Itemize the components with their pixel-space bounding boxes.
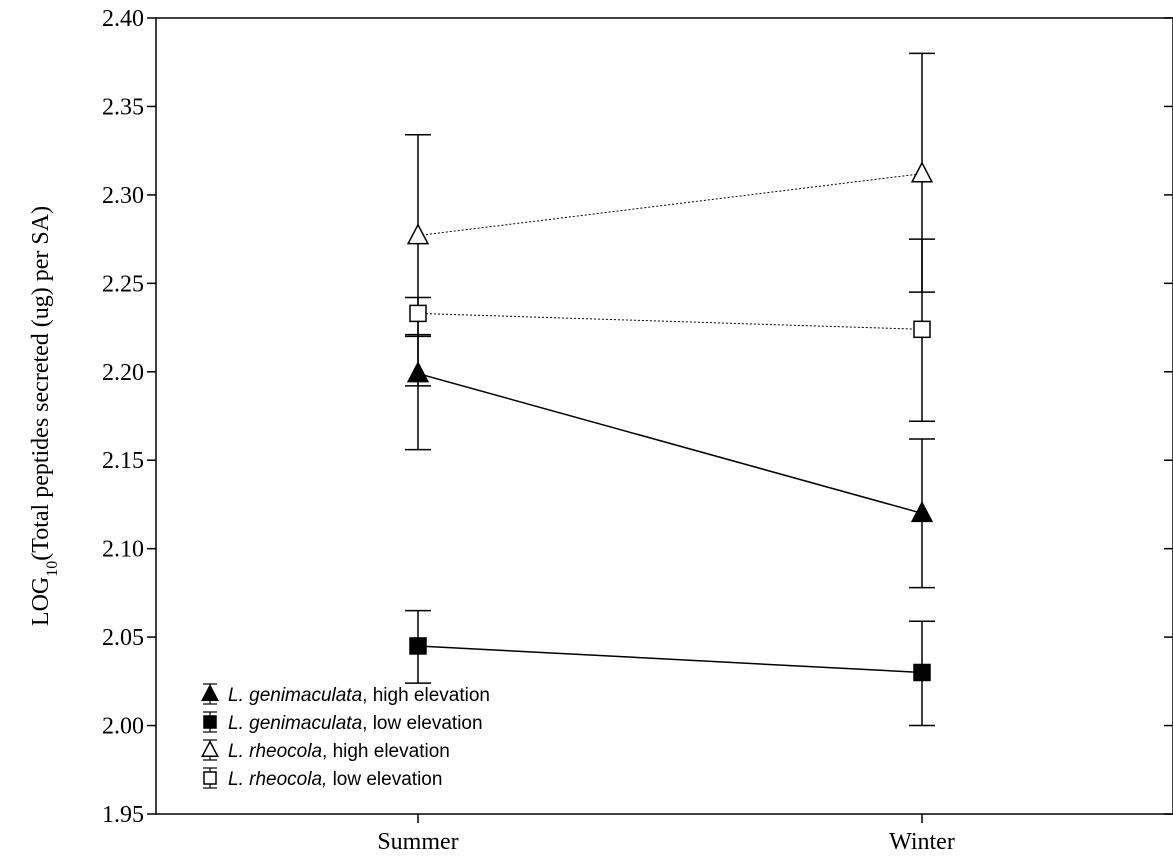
data-point [409,304,427,323]
y-axis-title: LOG10(Total peptides secreted (ug) per S… [28,206,61,626]
legend-item: L. genimaculata, low elevation [203,711,483,734]
legend-item: L. genimaculata, high elevation [201,683,490,706]
y-tick-label: 2.00 [102,714,144,740]
y-tick-label: 2.40 [102,6,144,32]
series-line [417,173,923,237]
legend-label: L. genimaculata, high elevation [228,685,490,706]
legend-species: L. rheocola [228,741,322,762]
series-2 [405,609,935,727]
y-title-prefix: LOG [28,577,54,626]
legend-item: L. rheocola, low elevation [203,767,442,790]
series-layer [405,52,935,727]
y-tick-label: 2.10 [102,537,144,563]
legend-species: L. genimaculata [228,713,362,734]
legend-elevation: , low elevation [362,713,482,734]
y-title-suffix: (Total peptides secreted (ug) per SA) [28,206,54,561]
series-line [417,645,923,674]
x-tick-label: Winter [889,829,955,855]
y-title-subscript: 10 [44,561,61,577]
series-4 [405,238,935,423]
legend-label: L. rheocola, high elevation [228,741,450,762]
y-tick-label: 2.25 [102,271,144,297]
x-tick-label: Summer [377,829,458,855]
legend-label: L. rheocola, low elevation [228,769,442,790]
legend-label: L. genimaculata, low elevation [228,713,483,734]
legend-item: L. rheocola, high elevation [201,739,450,762]
legend-marker [201,739,219,758]
data-point [913,320,931,339]
legend-marker [201,683,219,702]
legend-elevation: low elevation [327,769,442,790]
series-3 [405,52,935,387]
legend-elevation: , high elevation [322,741,450,762]
data-point [406,223,430,245]
data-point [913,663,931,682]
legend-elevation: , high elevation [362,685,490,706]
y-axis: 1.95 2.00 2.05 2.10 2.15 2.20 2.25 2.30 2.35 2.40 [102,6,1173,828]
legend-marker [203,715,217,729]
y-tick-label: 1.95 [102,802,144,828]
series-line [417,372,923,515]
legend-species: L. rheocola, [228,769,327,790]
y-tick-label: 2.30 [102,183,144,209]
y-tick-label: 2.15 [102,448,144,474]
data-point [910,161,934,183]
series-line [417,312,923,330]
y-tick-label: 2.20 [102,360,144,386]
plot-frame [155,17,1173,815]
y-tick-label: 2.35 [102,94,144,120]
legend-species: L. genimaculata [228,685,362,706]
data-point [409,637,427,655]
x-axis: Summer Winter [377,814,955,855]
y-tick-label: 2.05 [102,625,144,651]
series-1 [405,333,935,589]
legend-marker [203,771,217,785]
data-point [910,500,934,523]
